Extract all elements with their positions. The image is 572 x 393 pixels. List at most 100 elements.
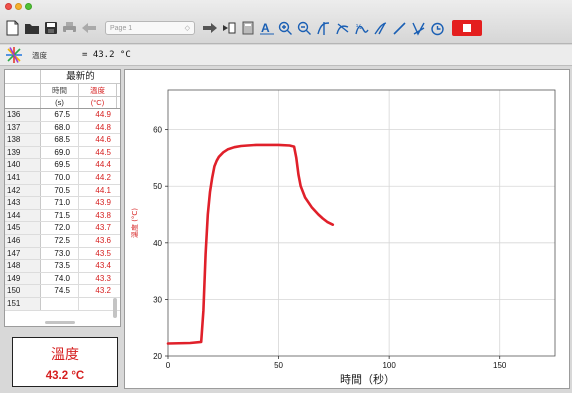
table-row[interactable]: 144 71.5 43.8 bbox=[5, 209, 120, 223]
temperature-cell[interactable]: 43.4 bbox=[95, 261, 111, 271]
model-icon[interactable] bbox=[410, 18, 427, 38]
curve-fit-icon[interactable] bbox=[372, 18, 389, 38]
row-index-cell[interactable]: 143 bbox=[5, 197, 41, 209]
time-cell[interactable] bbox=[41, 297, 79, 310]
temperature-cell[interactable]: 43.2 bbox=[95, 286, 111, 296]
table-row[interactable]: 136 67.5 44.9 bbox=[5, 109, 120, 122]
row-index-cell[interactable]: 151 bbox=[5, 297, 41, 310]
data-table[interactable]: 最新的 時間 溫度 (s) (°C) 136 67.5 44.9 137 68.0 44.… bbox=[4, 69, 121, 327]
examine-icon[interactable] bbox=[315, 18, 332, 38]
table-row[interactable]: 143 71.0 43.9 bbox=[5, 197, 120, 210]
time-cell[interactable]: 71.5 bbox=[41, 209, 79, 222]
table-row[interactable]: 146 72.5 43.6 bbox=[5, 234, 120, 248]
time-cell[interactable]: 72.0 bbox=[41, 222, 79, 234]
row-index-cell[interactable]: 148 bbox=[5, 260, 41, 272]
svg-text:A: A bbox=[261, 21, 270, 35]
table-row[interactable]: 141 70.0 44.2 bbox=[5, 171, 120, 185]
autoscale-icon[interactable]: A bbox=[258, 18, 275, 38]
time-cell[interactable]: 73.0 bbox=[41, 247, 79, 260]
temperature-cell[interactable]: 44.8 bbox=[95, 122, 111, 132]
table-row[interactable]: 138 68.5 44.6 bbox=[5, 134, 120, 147]
table-row[interactable]: 151 bbox=[5, 297, 120, 311]
table-body: 136 67.5 44.9 137 68.0 44.8 138 68.5 44.6 139 69.0… bbox=[5, 109, 120, 311]
time-cell[interactable]: 68.0 bbox=[41, 121, 79, 134]
temperature-cell[interactable]: 44.5 bbox=[95, 147, 111, 157]
new-file-icon[interactable] bbox=[4, 18, 21, 38]
temperature-cell[interactable]: 43.8 bbox=[95, 210, 111, 220]
zoom-out-icon[interactable] bbox=[296, 18, 313, 38]
temperature-cell[interactable]: 44.6 bbox=[95, 135, 111, 145]
time-cell[interactable]: 71.0 bbox=[41, 197, 79, 209]
open-folder-icon[interactable] bbox=[23, 18, 40, 38]
table-row[interactable]: 139 69.0 44.5 bbox=[5, 146, 120, 160]
calculator-icon[interactable] bbox=[239, 18, 256, 38]
row-index-cell[interactable]: 136 bbox=[5, 109, 41, 121]
time-cell[interactable]: 69.5 bbox=[41, 159, 79, 171]
row-index-cell[interactable]: 144 bbox=[5, 209, 41, 222]
table-row[interactable]: 148 73.5 43.4 bbox=[5, 260, 120, 273]
linear-fit-icon[interactable] bbox=[391, 18, 408, 38]
table-row[interactable]: 140 69.5 44.4 bbox=[5, 159, 120, 172]
table-row[interactable]: 150 74.5 43.2 bbox=[5, 285, 120, 298]
stop-button[interactable] bbox=[452, 20, 482, 36]
column-header-time[interactable]: 時間 bbox=[41, 84, 79, 96]
table-row[interactable]: 137 68.0 44.8 bbox=[5, 121, 120, 135]
temperature-cell[interactable]: 43.7 bbox=[95, 223, 111, 233]
table-row[interactable]: 142 70.5 44.1 bbox=[5, 184, 120, 198]
minimize-window-button[interactable] bbox=[15, 3, 22, 10]
row-index-cell[interactable]: 138 bbox=[5, 134, 41, 146]
print-icon[interactable] bbox=[61, 18, 78, 38]
row-index-cell[interactable]: 146 bbox=[5, 234, 41, 247]
sensor-sparkle-icon[interactable] bbox=[4, 45, 24, 65]
maximize-window-button[interactable] bbox=[25, 3, 32, 10]
zoom-in-icon[interactable] bbox=[277, 18, 294, 38]
graph-panel[interactable]: 0 50 100 150 20 30 40 50 60 溫度 (°C) 時間（秒） bbox=[124, 69, 570, 389]
table-horizontal-scrollbar[interactable] bbox=[45, 321, 75, 324]
table-row[interactable]: 145 72.0 43.7 bbox=[5, 222, 120, 235]
temperature-graph[interactable]: 0 50 100 150 20 30 40 50 60 溫度 (°C) bbox=[125, 70, 571, 390]
row-index-cell[interactable]: 142 bbox=[5, 184, 41, 197]
row-index-cell[interactable]: 147 bbox=[5, 247, 41, 260]
column-header-temperature[interactable]: 溫度 bbox=[79, 84, 117, 96]
next-page-icon[interactable] bbox=[220, 18, 237, 38]
digital-meter[interactable]: 溫度 43.2 °C bbox=[12, 337, 118, 387]
row-index-cell[interactable]: 139 bbox=[5, 146, 41, 159]
time-cell[interactable]: 74.5 bbox=[41, 285, 79, 297]
time-cell[interactable]: 73.5 bbox=[41, 260, 79, 272]
row-index-cell[interactable]: 140 bbox=[5, 159, 41, 171]
time-cell[interactable]: 72.5 bbox=[41, 234, 79, 247]
temperature-cell[interactable]: 44.2 bbox=[95, 172, 111, 182]
page-select[interactable]: Page 1 ◇ bbox=[105, 21, 195, 35]
temperature-cell[interactable]: 43.5 bbox=[95, 248, 111, 258]
temperature-cell[interactable] bbox=[79, 298, 117, 310]
temperature-cell[interactable]: 43.3 bbox=[95, 273, 111, 283]
time-cell[interactable]: 74.0 bbox=[41, 272, 79, 285]
time-cell[interactable]: 70.0 bbox=[41, 171, 79, 184]
timer-icon[interactable] bbox=[429, 18, 446, 38]
y-tick-label: 30 bbox=[153, 295, 162, 304]
tangent-icon[interactable] bbox=[334, 18, 351, 38]
back-arrow-icon[interactable] bbox=[80, 18, 97, 38]
temperature-cell[interactable]: 43.6 bbox=[95, 235, 111, 245]
close-window-button[interactable] bbox=[5, 3, 12, 10]
row-index-cell[interactable]: 137 bbox=[5, 121, 41, 134]
table-vertical-scrollbar[interactable] bbox=[113, 298, 117, 318]
time-cell[interactable]: 67.5 bbox=[41, 109, 79, 121]
temperature-cell[interactable]: 44.1 bbox=[95, 185, 111, 195]
forward-arrow-icon[interactable] bbox=[201, 18, 218, 38]
table-row[interactable]: 149 74.0 43.3 bbox=[5, 272, 120, 286]
temperature-cell[interactable]: 43.9 bbox=[95, 198, 111, 208]
table-row[interactable]: 147 73.0 43.5 bbox=[5, 247, 120, 261]
time-cell[interactable]: 68.5 bbox=[41, 134, 79, 146]
temperature-cell[interactable]: 44.4 bbox=[95, 160, 111, 170]
integral-icon[interactable]: ½ bbox=[353, 18, 370, 38]
save-icon[interactable] bbox=[42, 18, 59, 38]
time-cell[interactable]: 69.0 bbox=[41, 146, 79, 159]
row-index-cell[interactable]: 141 bbox=[5, 171, 41, 184]
row-index-cell[interactable]: 150 bbox=[5, 285, 41, 297]
temperature-series-line[interactable] bbox=[166, 143, 335, 345]
time-cell[interactable]: 70.5 bbox=[41, 184, 79, 197]
row-index-cell[interactable]: 149 bbox=[5, 272, 41, 285]
row-index-cell[interactable]: 145 bbox=[5, 222, 41, 234]
temperature-cell[interactable]: 44.9 bbox=[95, 110, 111, 119]
